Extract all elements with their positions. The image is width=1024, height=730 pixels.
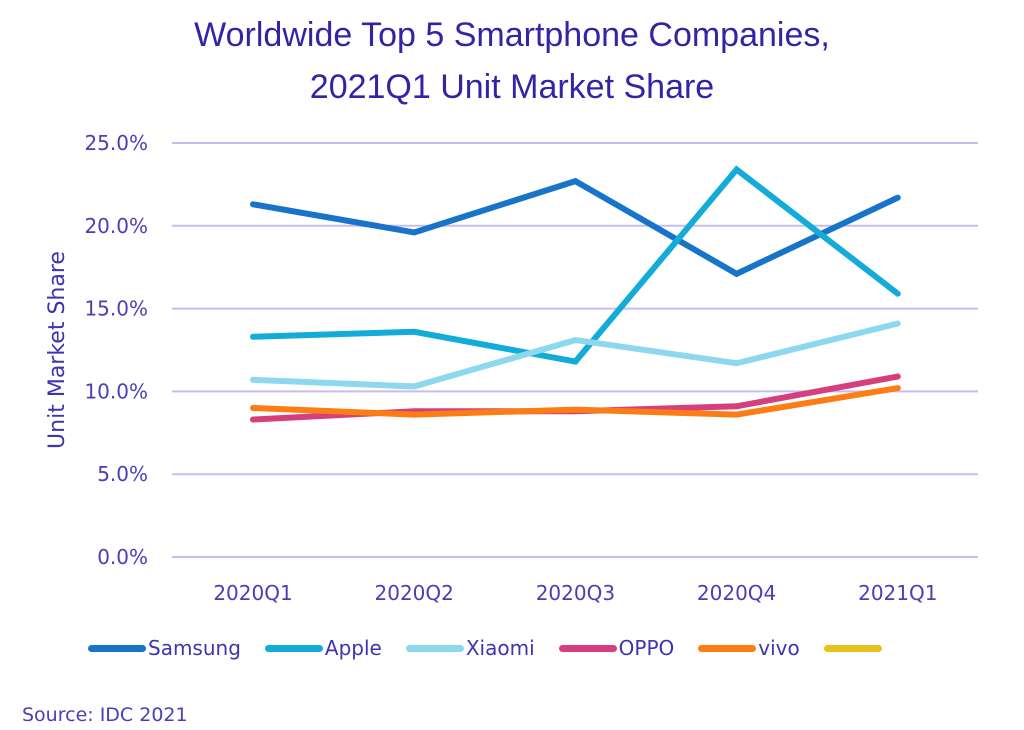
y-tick-label: 25.0%	[84, 131, 148, 155]
legend-swatch	[88, 644, 146, 652]
legend-swatch	[264, 644, 323, 652]
y-tick-label: 0.0%	[97, 545, 148, 569]
y-axis-ticks: 0.0% 5.0% 10.0% 15.0% 20.0% 25.0%	[84, 131, 148, 569]
legend-label: Samsung	[148, 636, 241, 660]
y-tick-label: 15.0%	[84, 297, 148, 321]
series-line-apple	[250, 165, 901, 365]
gridlines	[172, 142, 978, 558]
x-tick-label: 2020Q4	[697, 581, 776, 605]
legend-label: Apple	[324, 636, 382, 660]
legend-label: vivo	[758, 636, 800, 660]
x-tick-label: 2021Q1	[858, 581, 937, 605]
y-axis-label: Unit Market Share	[45, 251, 70, 449]
x-tick-label: 2020Q1	[213, 581, 292, 605]
series-line-xiaomi	[250, 320, 901, 390]
x-tick-label: 2020Q3	[536, 581, 615, 605]
series-line-samsung	[250, 177, 901, 278]
legend-item-vivo: vivo	[698, 636, 800, 660]
legend-swatch	[405, 644, 464, 652]
source-note: Source: IDC 2021	[22, 704, 188, 726]
y-tick-label: 5.0%	[97, 462, 148, 486]
legend-swatch	[698, 644, 757, 652]
legend-item-unnamed	[823, 644, 884, 652]
legend-swatch	[558, 644, 617, 652]
legend-item-samsung: Samsung	[88, 636, 241, 660]
x-axis-ticks: 2020Q1 2020Q2 2020Q3 2020Q4 2021Q1	[213, 581, 937, 605]
y-tick-label: 10.0%	[84, 379, 148, 403]
x-tick-label: 2020Q2	[375, 581, 454, 605]
y-tick-label: 20.0%	[84, 214, 148, 238]
series-line-vivo	[250, 385, 901, 418]
legend-item-xiaomi: Xiaomi	[405, 636, 535, 660]
legend-swatch	[823, 644, 882, 652]
chart-title: Worldwide Top 5 Smartphone Companies,	[194, 16, 830, 54]
legend-label: Xiaomi	[465, 636, 535, 660]
legend-item-apple: Apple	[264, 636, 382, 660]
legend-label: OPPO	[618, 636, 675, 660]
series-lines	[250, 165, 901, 423]
chart-subtitle: 2021Q1 Unit Market Share	[309, 68, 715, 106]
legend: Samsung Apple Xiaomi OPPO vivo	[88, 636, 908, 660]
legend-item-oppo: OPPO	[558, 636, 675, 660]
